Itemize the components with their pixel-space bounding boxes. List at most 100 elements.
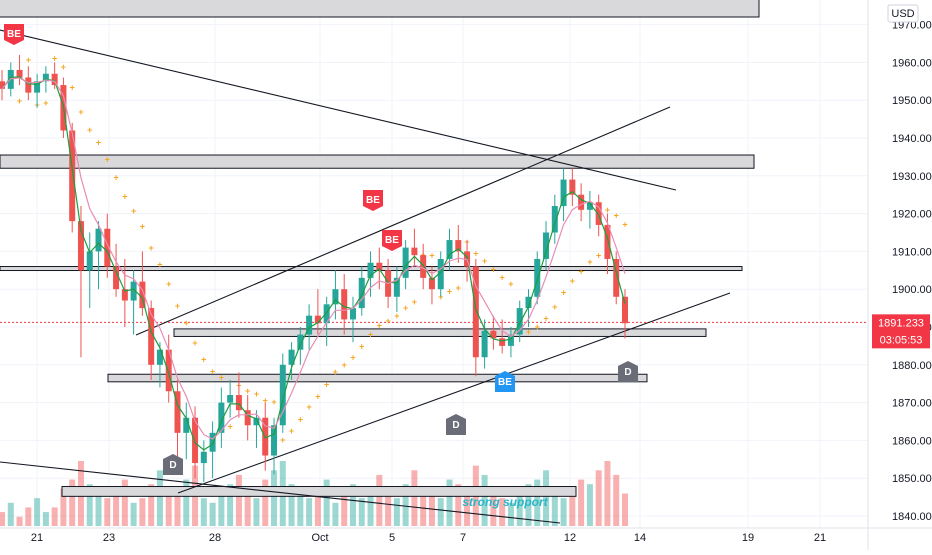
price-tick-label: 1970.000 — [892, 20, 932, 32]
marker-label: D — [169, 460, 176, 471]
trail-dot: + — [131, 206, 136, 216]
trail-dot: + — [113, 173, 118, 183]
last-price-tag: 1891.233 03:05:53 — [872, 314, 930, 349]
candle-body — [148, 308, 155, 365]
candle-body — [446, 240, 453, 259]
volume-bar — [420, 488, 427, 526]
volume-bar — [104, 498, 111, 526]
trail-dot: + — [587, 257, 592, 267]
price-axis[interactable]: 1840.000 1850.000 1860.000 1870.000 1880.000… — [867, 0, 932, 550]
moving-averages — [1, 76, 626, 451]
trail-dot: + — [368, 330, 373, 340]
candle-body — [16, 69, 23, 78]
candle-body — [165, 349, 172, 392]
candle-body — [77, 221, 84, 271]
trail-dot: + — [605, 205, 610, 215]
volume-bar — [156, 470, 163, 526]
svg-text:03:05:53: 03:05:53 — [880, 334, 923, 346]
volume-bar — [34, 498, 41, 526]
volume-bar — [428, 493, 435, 526]
candle-body — [130, 281, 137, 301]
time-tick-label: 5 — [389, 532, 395, 544]
signal-marker-sell: BE — [382, 230, 402, 251]
candle-body — [420, 255, 427, 278]
candle-body — [393, 277, 400, 297]
volume-bar — [253, 498, 260, 526]
marker-label: BE — [498, 377, 512, 388]
candle-body — [613, 258, 620, 297]
candle-body — [253, 417, 260, 426]
volume-bars — [0, 461, 628, 526]
volume-bar — [516, 488, 523, 526]
marker-label: BE — [385, 235, 399, 246]
trail-dot: + — [394, 311, 399, 321]
candle-body — [323, 304, 330, 324]
marker-shape — [446, 414, 466, 435]
volume-bar — [560, 498, 567, 526]
volume-bar — [297, 493, 304, 526]
trail-dot: + — [333, 367, 338, 377]
candle-body — [472, 266, 479, 358]
trail-dot: + — [271, 397, 276, 407]
volume-bar — [306, 498, 313, 526]
trendlines[interactable] — [0, 29, 731, 524]
annotations: strong support — [462, 495, 548, 509]
candle-body — [411, 247, 418, 256]
volume-bar — [25, 507, 32, 526]
volume-bar — [16, 516, 23, 526]
trail-dot: + — [96, 138, 101, 148]
volume-bar — [271, 470, 278, 526]
marker-shape — [495, 371, 515, 392]
volume-bar — [349, 484, 356, 526]
trail-dot: + — [87, 125, 92, 135]
signal-marker-sell: BE — [363, 190, 383, 211]
volume-bar — [525, 484, 532, 526]
signal-marker-neutral: D — [618, 361, 638, 382]
price-tick-label: 1910.000 — [892, 246, 932, 258]
volume-bar — [437, 498, 444, 526]
price-tick-label: 1940.000 — [892, 133, 932, 145]
time-tick-label: 14 — [634, 532, 646, 544]
trendline — [0, 461, 561, 524]
volume-bar — [95, 493, 102, 526]
marker-label: BE — [366, 195, 380, 206]
marker-shape — [363, 190, 383, 211]
volume-bar — [51, 507, 58, 526]
price-tick-label: 1930.000 — [892, 171, 932, 183]
trail-dot: + — [535, 322, 540, 332]
volume-bar — [613, 474, 620, 526]
wma-fast-line — [1, 76, 626, 451]
candle-body — [209, 432, 216, 452]
time-axis[interactable]: 21 23 28 Oct 5 7 12 14 19 21 — [0, 527, 932, 544]
zone-box — [0, 0, 760, 18]
trail-dot: + — [438, 292, 443, 302]
time-tick-label: 23 — [103, 532, 115, 544]
candle-body — [560, 179, 567, 207]
volume-bar — [86, 484, 93, 526]
trail-dot: + — [614, 210, 619, 220]
support-resistance-zones[interactable] — [0, 0, 760, 497]
trendline — [135, 106, 671, 336]
time-tick-label: 21 — [814, 532, 826, 544]
trendline — [0, 29, 677, 191]
trail-dot: + — [526, 327, 531, 337]
trail-dot: + — [78, 107, 83, 117]
candle-body — [586, 202, 593, 210]
volume-bar — [595, 470, 602, 526]
volume-bar — [69, 479, 76, 526]
candle-body — [218, 402, 225, 433]
trail-dot: + — [543, 314, 548, 324]
trail-dot: + — [324, 380, 329, 390]
volume-bar — [174, 493, 181, 526]
trail-dot: + — [280, 435, 285, 445]
candle-body — [192, 417, 199, 464]
currency-label[interactable]: USD — [887, 4, 919, 23]
trail-dot: + — [306, 402, 311, 412]
candle-body — [622, 296, 628, 324]
volume-bar — [534, 479, 541, 526]
signal-marker-neutral: D — [163, 454, 183, 475]
volume-bar — [200, 498, 207, 526]
price-tick-label: 1850.000 — [892, 473, 932, 485]
